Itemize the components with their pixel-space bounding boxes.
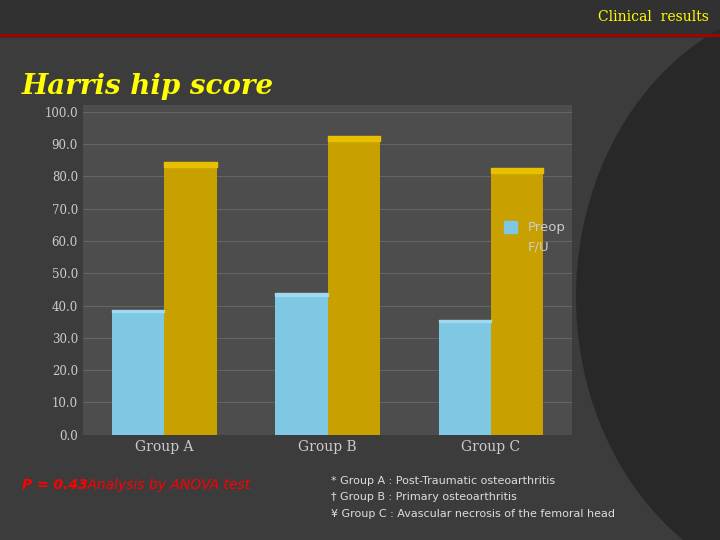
Bar xyxy=(491,173,543,435)
Bar xyxy=(275,296,328,435)
Text: * Group A : Post-Traumatic osteoarthritis: * Group A : Post-Traumatic osteoarthriti… xyxy=(331,476,555,487)
Text: ¥ Group C : Avascular necrosis of the femoral head: ¥ Group C : Avascular necrosis of the fe… xyxy=(331,509,615,519)
Bar xyxy=(0,0,720,38)
Text: Analysis by ANOVA test: Analysis by ANOVA test xyxy=(83,478,250,492)
Ellipse shape xyxy=(576,0,720,540)
Bar xyxy=(438,322,491,435)
Text: † Group B : Primary osteoarthritis: † Group B : Primary osteoarthritis xyxy=(331,492,517,503)
Text: Clinical  results: Clinical results xyxy=(598,10,709,24)
Bar xyxy=(112,312,164,435)
Text: Harris hip score: Harris hip score xyxy=(22,73,274,100)
Legend: Preop, F/U: Preop, F/U xyxy=(504,221,566,253)
Text: P = 0.43: P = 0.43 xyxy=(22,478,87,492)
Bar xyxy=(328,141,380,435)
Bar xyxy=(164,167,217,435)
